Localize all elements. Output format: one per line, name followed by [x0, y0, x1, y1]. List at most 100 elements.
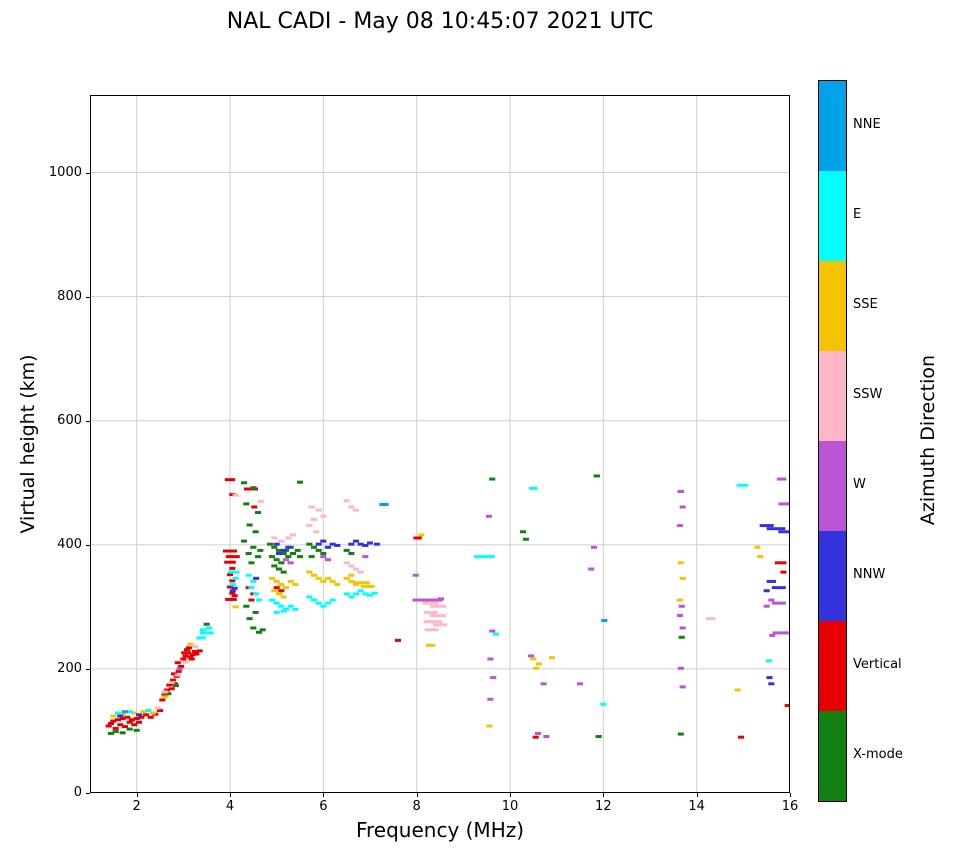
data-point [763, 604, 770, 608]
data-point [275, 567, 283, 571]
data-point [352, 539, 360, 543]
data-point [736, 483, 749, 487]
data-point [485, 514, 493, 518]
data-point [576, 682, 584, 686]
x-tick-mark [323, 793, 325, 797]
data-point [486, 724, 493, 728]
data-point [105, 724, 112, 728]
data-point [766, 527, 786, 531]
data-point [177, 664, 185, 668]
data-point [548, 656, 556, 660]
plot-border [90, 95, 790, 793]
colorbar [818, 80, 847, 802]
data-point [324, 558, 332, 562]
data-point [320, 539, 327, 543]
data-point [184, 651, 192, 655]
data-point [119, 731, 126, 735]
data-point [306, 524, 313, 528]
data-point [765, 659, 773, 663]
colorbar-segment-E [819, 171, 846, 261]
data-point [117, 714, 124, 718]
data-point [489, 477, 496, 481]
data-point [324, 576, 332, 580]
data-point [313, 530, 320, 534]
data-point [348, 542, 355, 546]
data-point [145, 708, 152, 712]
data-point [246, 523, 253, 527]
data-point [273, 542, 280, 546]
x-tick-mark [790, 793, 791, 797]
data-point [257, 548, 264, 552]
data-point [766, 579, 776, 583]
data-point [784, 704, 790, 708]
data-point [273, 610, 280, 614]
data-point [273, 601, 280, 605]
data-point [492, 632, 500, 636]
x-axis-label: Frequency (MHz) [355, 818, 525, 842]
data-point [394, 638, 402, 642]
data-point [600, 702, 607, 706]
colorbar-category-label-V: Vertical [853, 657, 902, 672]
data-point [352, 583, 360, 587]
data-point [424, 598, 443, 602]
data-point [282, 558, 290, 562]
data-point [366, 541, 374, 545]
data-point [348, 564, 355, 568]
data-point [343, 576, 350, 580]
colorbar-category-label-SSW: SSW [853, 387, 883, 402]
data-point [280, 609, 287, 613]
data-point [232, 493, 239, 497]
data-point [259, 628, 266, 632]
data-point [171, 682, 178, 686]
data-point [315, 542, 322, 546]
data-point [285, 555, 292, 559]
data-point [248, 586, 255, 590]
data-point [181, 651, 188, 655]
x-tick-label: 6 [319, 799, 328, 814]
data-point [199, 631, 214, 635]
data-point [306, 570, 313, 574]
data-point [203, 622, 210, 626]
data-point [126, 720, 133, 724]
colorbar-category-label-NNW: NNW [853, 567, 886, 582]
data-point [170, 678, 177, 682]
data-point [193, 652, 200, 656]
data-point [308, 555, 315, 559]
data-point [168, 687, 175, 691]
data-point [133, 717, 140, 721]
y-tick-label: 1000 [48, 164, 82, 180]
data-point [433, 623, 447, 627]
data-point [231, 586, 238, 590]
data-point [170, 672, 178, 676]
data-point [366, 593, 374, 597]
data-point [285, 536, 292, 540]
data-point [308, 505, 315, 509]
data-point [520, 530, 527, 534]
y-tick-mark [86, 668, 90, 670]
data-point [362, 592, 369, 596]
data-point [188, 657, 195, 661]
data-point [119, 717, 126, 721]
colorbar-category-label-E: E [853, 207, 862, 222]
data-point [175, 669, 182, 673]
data-point [543, 735, 550, 739]
data-point [107, 722, 115, 726]
data-point [424, 628, 439, 632]
data-point [334, 543, 341, 547]
plot-area [90, 95, 790, 793]
y-tick-mark [86, 793, 90, 794]
data-point [754, 545, 761, 549]
data-point [426, 643, 436, 647]
data-point [232, 605, 239, 609]
data-point [185, 646, 192, 650]
data-point [245, 552, 252, 556]
data-point [423, 620, 443, 624]
data-point [121, 710, 129, 714]
data-point [280, 570, 287, 574]
data-point [320, 552, 327, 556]
data-point [473, 555, 495, 559]
data-point [131, 711, 138, 715]
data-point [487, 697, 494, 701]
x-tick-label: 12 [595, 799, 612, 814]
data-point [163, 688, 171, 692]
